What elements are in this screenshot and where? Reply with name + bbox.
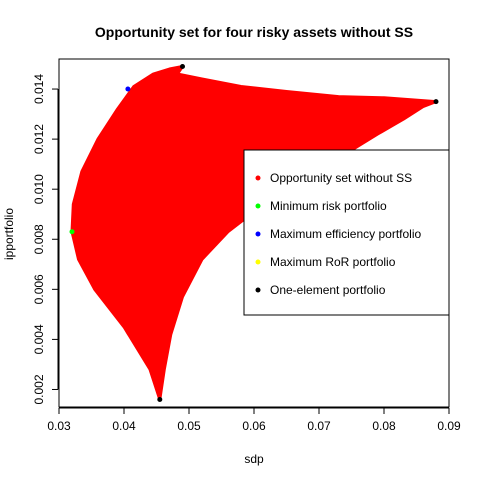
y-tick-label: 0.006 bbox=[32, 274, 46, 304]
maximum-efficiency-portfolio-point bbox=[125, 86, 131, 92]
x-tick-label: 0.06 bbox=[242, 419, 266, 433]
legend-marker-minimum-risk-portfolio bbox=[255, 203, 261, 209]
legend-box bbox=[243, 149, 450, 316]
legend-marker-maximum-efficiency-portfolio bbox=[255, 231, 261, 237]
legend-label-one-element-portfolio: One-element portfolio bbox=[270, 283, 386, 297]
x-axis: 0.03 0.04 0.05 0.06 0.07 0.08 0.09 bbox=[47, 407, 461, 433]
y-tick-label: 0.004 bbox=[32, 324, 46, 354]
x-tick-label: 0.07 bbox=[307, 419, 331, 433]
one-element-portfolio-point bbox=[180, 64, 185, 69]
one-element-portfolio-point bbox=[433, 99, 439, 105]
y-axis: 0.002 0.004 0.006 0.008 0.010 0.012 0.014 bbox=[32, 74, 59, 405]
x-tick-label: 0.05 bbox=[177, 419, 201, 433]
y-axis-label: ipportfolio bbox=[2, 208, 16, 260]
legend-marker-maximum-ror-portfolio bbox=[255, 259, 261, 265]
legend-label-maximum-efficiency-portfolio: Maximum efficiency portfolio bbox=[270, 227, 421, 241]
y-tick-label: 0.008 bbox=[32, 224, 46, 254]
x-tick-label: 0.04 bbox=[112, 419, 136, 433]
y-tick-label: 0.002 bbox=[32, 374, 46, 404]
y-tick-label: 0.012 bbox=[32, 124, 46, 154]
one-element-portfolio-point bbox=[157, 397, 163, 402]
minimum-risk-portfolio-point bbox=[69, 229, 75, 235]
legend: Opportunity set without SS Minimum risk p… bbox=[243, 149, 450, 316]
points-layer bbox=[69, 64, 439, 402]
y-tick-label: 0.014 bbox=[32, 74, 46, 104]
legend-marker-one-element-portfolio bbox=[255, 287, 261, 293]
legend-label-minimum-risk-portfolio: Minimum risk portfolio bbox=[270, 199, 387, 213]
x-tick-label: 0.08 bbox=[372, 419, 396, 433]
x-tick-label: 0.03 bbox=[47, 419, 71, 433]
legend-label-opportunity-set-without-ss: Opportunity set without SS bbox=[270, 171, 412, 185]
y-tick-label: 0.010 bbox=[32, 174, 46, 204]
legend-label-maximum-ror-portfolio: Maximum RoR portfolio bbox=[270, 255, 396, 269]
legend-marker-opportunity-set-without-ss bbox=[255, 175, 261, 181]
x-axis-label: sdp bbox=[244, 452, 264, 466]
x-tick-label: 0.09 bbox=[437, 419, 461, 433]
chart-title: Opportunity set for four risky assets wi… bbox=[95, 24, 413, 40]
